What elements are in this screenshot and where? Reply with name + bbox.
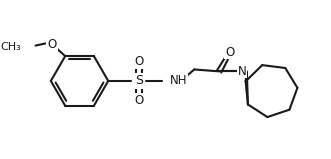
Text: O: O bbox=[225, 46, 234, 59]
Text: O: O bbox=[134, 55, 143, 68]
Text: N: N bbox=[238, 65, 247, 78]
Text: CH₃: CH₃ bbox=[0, 41, 21, 52]
Text: S: S bbox=[135, 74, 143, 87]
Text: NH: NH bbox=[169, 74, 187, 87]
Text: O: O bbox=[47, 38, 57, 51]
Text: O: O bbox=[134, 93, 143, 107]
